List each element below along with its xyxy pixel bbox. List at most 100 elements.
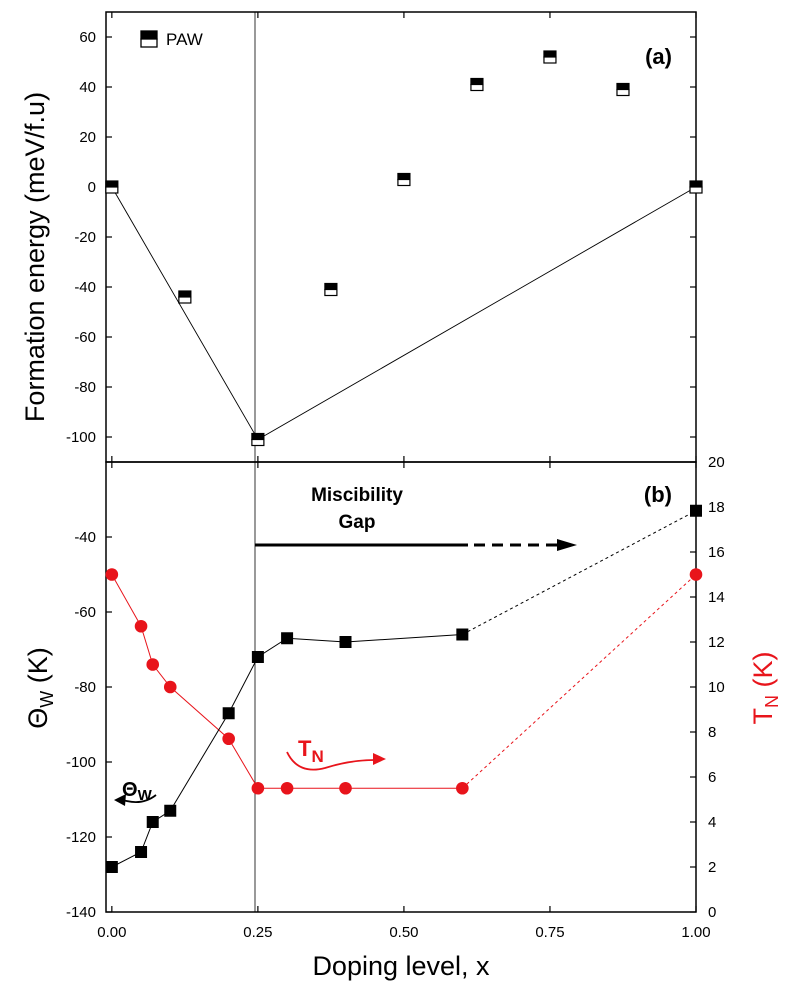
x-tick-label: 0.25 [243, 924, 272, 941]
paw-point-top [470, 77, 484, 86]
theta-w-point [690, 504, 702, 517]
a-y-tick-label: 20 [79, 129, 96, 146]
theta-w-point [135, 846, 148, 858]
b-left-tick-label: -60 [74, 604, 96, 621]
b-left-tick-label: -100 [66, 754, 96, 771]
b-left-tick-label: -140 [66, 904, 96, 921]
panel-b-ylabel-right: TN (K) [748, 652, 782, 725]
paw-point-bottom [251, 438, 265, 447]
panel-b-frame [105, 461, 697, 913]
panel-a-plot [105, 50, 703, 447]
theta-w-arrow-head [114, 794, 126, 806]
annotation-miscibility: Miscibility [311, 485, 403, 506]
theta-w-point [339, 636, 352, 648]
x-tick-label: 0.50 [389, 924, 418, 941]
tn-point [689, 568, 703, 581]
paw-point-bottom [616, 88, 630, 97]
paw-point-top [251, 432, 265, 441]
tn-point [280, 781, 294, 795]
x-axis-title: Doping level, x [312, 951, 490, 981]
b-right-tick-label: 2 [708, 859, 716, 876]
paw-point [543, 50, 557, 64]
annotation-tn: TN [298, 736, 324, 766]
a-y-tick-label: -80 [74, 379, 96, 396]
paw-point [470, 77, 484, 92]
x-tick-label: 0.75 [535, 924, 564, 941]
b-right-tick-label: 0 [708, 904, 716, 921]
a-y-tick-label: 60 [79, 29, 96, 46]
paw-point-top [397, 172, 411, 181]
a-y-tick-label: -40 [74, 279, 96, 296]
paw-point-top [178, 290, 192, 298]
x-tick-label: 0.00 [97, 924, 126, 941]
miscibility-arrow-head [557, 539, 577, 551]
b-right-tick-label: 18 [708, 499, 725, 516]
paw-point-bottom [178, 296, 192, 304]
paw-point-top [543, 50, 557, 58]
annotation-gap: Gap [339, 512, 376, 533]
panel-b-label: (b) [644, 482, 672, 507]
x-tick-label: 1.00 [681, 924, 710, 941]
tn-point [222, 732, 235, 746]
panel-a-ylabel: Formation energy (meV/f.u) [20, 92, 50, 422]
paw-point-bottom [689, 186, 703, 194]
ticks-group: 0.00 0.25 0.50 0.75 1.00 60 40 20 0 -20 -40 -60 -80 -… [66, 12, 725, 941]
legend-marker-bottom [140, 38, 158, 48]
panel-b-plot [105, 504, 703, 873]
theta-w-point [146, 816, 159, 828]
paw-point-bottom [543, 56, 557, 64]
b-right-tick-label: 14 [708, 589, 725, 606]
tn-arrow [286, 751, 376, 771]
paw-point-top [616, 82, 630, 91]
b-left-tick-label: -80 [74, 679, 96, 696]
convex-hull-line [111, 186, 697, 441]
paw-point [324, 282, 338, 297]
b-right-tick-label: 16 [708, 544, 725, 561]
paw-point-top [689, 180, 703, 188]
a-y-tick-label: -20 [74, 229, 96, 246]
legend: PAW [140, 30, 203, 49]
panel-b-ylabel-left: ΘW (K) [23, 647, 57, 729]
paw-point-top [105, 180, 119, 188]
tn-point [105, 568, 119, 581]
tn-point [251, 781, 265, 795]
theta-w-point [251, 651, 264, 663]
tn-point [146, 658, 160, 671]
paw-point-bottom [470, 83, 484, 92]
a-y-tick-label: 40 [79, 79, 96, 96]
paw-point [251, 432, 265, 447]
a-y-tick-label: -60 [74, 329, 96, 346]
tn-point [456, 781, 469, 795]
theta-w-point [222, 707, 235, 720]
theta-w-line-solid [111, 634, 463, 868]
theta-w-arrow [122, 794, 157, 804]
theta-w-line-dashed [462, 510, 697, 635]
tn-line-dashed [461, 574, 697, 789]
panel-a-frame [105, 11, 697, 463]
tn-arrow-head [373, 753, 386, 765]
tn-point [134, 619, 148, 633]
b-right-tick-label: 12 [708, 634, 725, 651]
theta-w-point [164, 804, 177, 817]
b-right-tick-label: 10 [708, 679, 725, 696]
paw-point [397, 172, 411, 187]
b-left-tick-label: -40 [74, 529, 96, 546]
theta-w-point [456, 628, 469, 641]
b-right-tick-label: 20 [708, 454, 725, 471]
legend-marker-top [140, 30, 158, 40]
theta-w-point [105, 861, 118, 873]
b-right-tick-label: 6 [708, 769, 716, 786]
legend-label-paw: PAW [166, 30, 203, 49]
b-right-tick-label: 4 [708, 814, 716, 831]
theta-w-point [281, 632, 294, 645]
panel-a-label: (a) [645, 44, 672, 69]
b-left-tick-label: -120 [66, 829, 96, 846]
b-right-tick-label: 8 [708, 724, 716, 741]
tn-line-solid [111, 574, 463, 789]
paw-point-top [324, 282, 338, 291]
tn-point [163, 680, 177, 694]
paw-point-bottom [324, 288, 338, 297]
a-y-tick-label: -100 [66, 429, 96, 446]
paw-point [616, 82, 630, 97]
